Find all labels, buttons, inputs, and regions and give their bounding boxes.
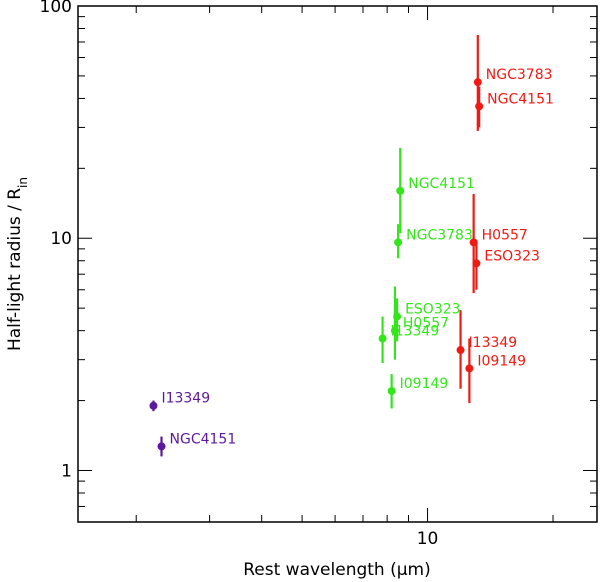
data-point: [475, 102, 484, 111]
point-label: I13349: [391, 324, 440, 340]
y-axis-label: Half-light radius / Rin: [5, 177, 30, 351]
point-label: NGC3783: [486, 67, 553, 83]
x-tick-label: 10: [417, 529, 439, 549]
data-point: [387, 386, 396, 395]
x-axis-label: Rest wavelength (μm): [243, 560, 431, 580]
y-tick-label: 1: [61, 461, 72, 481]
data-point: [390, 326, 399, 335]
point-label: I13349: [161, 391, 210, 407]
point-label: I09149: [400, 376, 449, 392]
data-point: [157, 442, 166, 451]
y-tick-label: 10: [50, 229, 72, 249]
data-point: [396, 186, 405, 195]
plot-frame: [77, 5, 598, 523]
data-marks: I13349NGC4151NGC4151NGC3783ESO323H0557I1…: [149, 35, 554, 457]
point-label: NGC4151: [487, 91, 554, 107]
point-label: I13349: [469, 335, 518, 351]
point-label: H0557: [403, 316, 449, 332]
data-point: [473, 78, 482, 87]
data-point: [378, 334, 387, 343]
point-label: I09149: [477, 353, 526, 369]
point-label: ESO323: [405, 302, 460, 318]
data-point: [149, 401, 158, 410]
axis-ticks: 1 10 100 10: [40, 0, 597, 549]
point-label: H0557: [482, 227, 528, 243]
data-point: [472, 259, 481, 268]
point-label: NGC4151: [170, 431, 237, 447]
point-label: ESO323: [484, 248, 539, 264]
point-label: NGC4151: [408, 176, 475, 192]
svg-text:Half-light radius / Rin: Half-light radius / Rin: [5, 177, 30, 351]
data-point: [465, 364, 474, 373]
y-tick-label: 100: [40, 0, 72, 17]
data-point: [456, 346, 465, 355]
point-label: NGC3783: [406, 227, 473, 243]
data-point: [394, 238, 403, 247]
